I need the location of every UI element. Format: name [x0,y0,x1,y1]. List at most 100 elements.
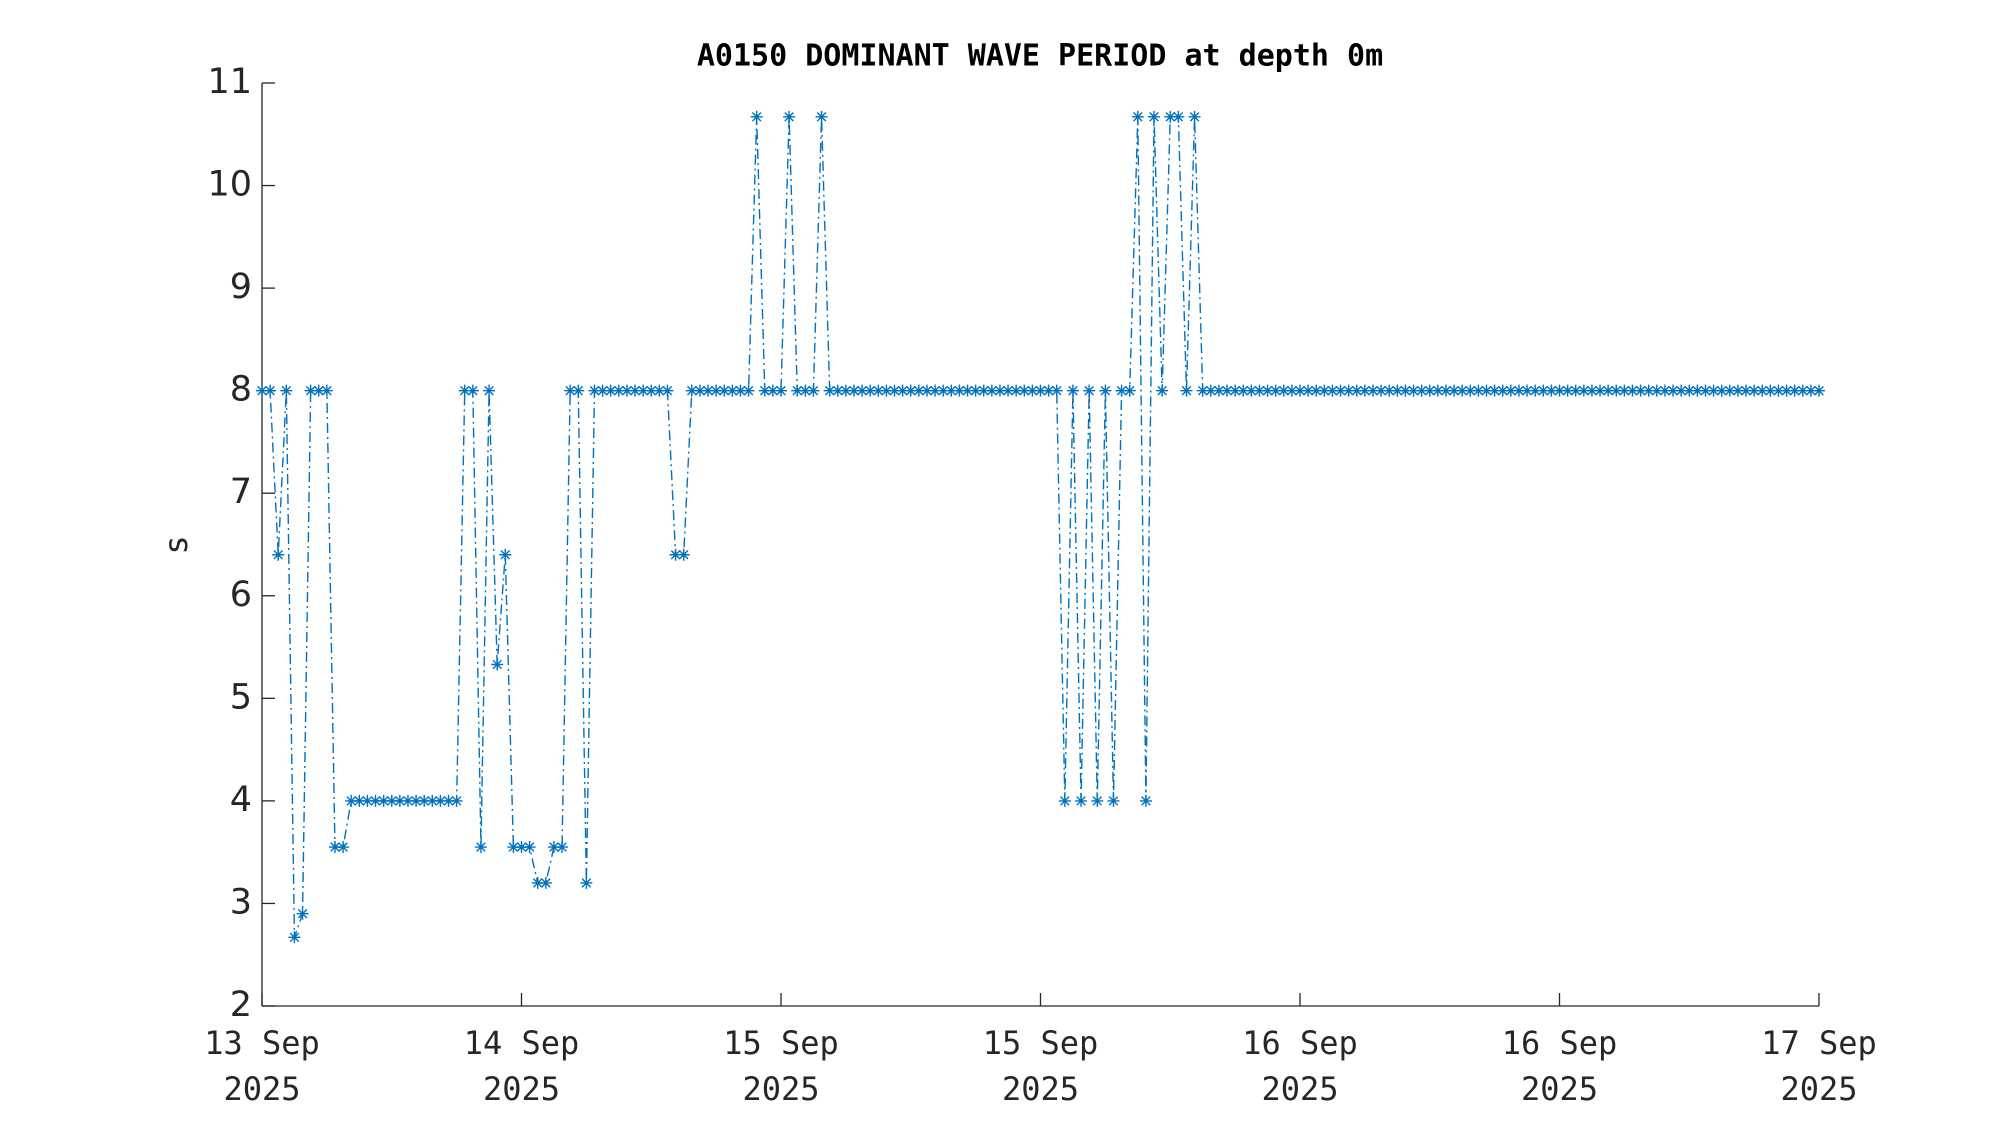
data-marker [1650,384,1663,397]
data-marker [345,794,358,807]
data-marker [523,841,536,854]
data-marker [1375,384,1388,397]
data-marker [645,384,658,397]
data-marker [726,384,739,397]
data-marker [1561,384,1574,397]
data-marker [1813,384,1825,397]
data-marker [1172,110,1185,123]
data-marker [556,841,569,854]
data-marker [710,384,723,397]
data-marker [1188,110,1201,123]
data-marker [1099,384,1112,397]
data-marker [629,384,642,397]
data-marker [734,384,747,397]
data-marker [1180,384,1193,397]
data-marker [1034,384,1047,397]
data-marker [977,384,990,397]
data-marker [1350,384,1363,397]
data-marker [880,384,893,397]
data-marker [604,384,617,397]
data-marker [783,110,796,123]
x-tick-label: 15 Sep 2025 [723,1024,839,1108]
x-tick-label: 16 Sep 2025 [1242,1024,1358,1108]
data-marker [1577,384,1590,397]
data-marker [1626,384,1639,397]
data-marker [1456,384,1469,397]
data-marker [547,841,560,854]
data-marker [1058,794,1071,807]
data-marker [426,794,439,807]
data-marker [1699,384,1712,397]
data-marker [1439,384,1452,397]
data-marker [1715,384,1728,397]
data-marker [564,384,577,397]
data-marker [296,907,309,920]
data-marker [1529,384,1542,397]
data-marker [969,384,982,397]
data-marker [1002,384,1015,397]
data-marker [856,384,869,397]
data-marker [637,384,650,397]
data-marker [1294,384,1306,397]
data-marker [847,384,860,397]
data-marker [1277,384,1290,397]
data-marker [385,794,398,807]
data-marker [791,384,804,397]
data-marker [1302,384,1315,397]
data-marker [1423,384,1436,397]
data-marker [1269,384,1282,397]
data-marker [1740,384,1753,397]
data-marker [993,384,1006,397]
data-marker [1391,384,1404,397]
data-marker [750,110,763,123]
data-marker [1326,384,1339,397]
data-marker [1658,384,1671,397]
data-marker [823,384,836,397]
data-marker [1634,384,1647,397]
y-tick-label: 5 [230,677,252,717]
data-marker [369,794,382,807]
data-marker [1488,384,1501,397]
chart-title: A0150 DOMINANT WAVE PERIOD at depth 0m [697,39,1383,74]
data-marker [272,548,285,561]
data-marker [799,384,812,397]
data-marker [693,384,706,397]
data-marker [1066,384,1079,397]
data-marker [1164,110,1177,123]
data-marker [1691,384,1704,397]
data-marker [1010,384,1023,397]
x-tick-label: 15 Sep 2025 [982,1024,1099,1108]
data-marker [483,384,496,397]
data-marker [961,384,974,397]
data-marker [1537,384,1550,397]
data-marker [1553,384,1566,397]
data-marker [661,384,674,397]
data-line [262,116,1819,938]
data-marker [1383,384,1396,397]
data-marker [442,794,455,807]
y-tick-label: 6 [230,575,252,615]
data-marker [596,384,609,397]
y-tick-label: 2 [230,985,252,1025]
data-marker [1083,384,1096,397]
data-marker [1131,110,1144,123]
data-marker [1667,384,1680,397]
data-marker [904,384,917,397]
data-marker [1156,384,1169,397]
data-marker [1748,384,1761,397]
data-marker [1237,384,1250,397]
data-marker [1512,384,1525,397]
data-marker [612,384,625,397]
data-marker [1245,384,1258,397]
data-marker [466,384,479,397]
data-marker [580,876,593,889]
data-marker [1123,384,1136,397]
data-marker [896,384,909,397]
data-marker [920,384,933,397]
data-marker [256,384,268,397]
data-marker [1756,384,1769,397]
data-marker [912,384,925,397]
data-marker [1683,384,1696,397]
data-marker [1723,384,1736,397]
data-marker [775,384,787,397]
